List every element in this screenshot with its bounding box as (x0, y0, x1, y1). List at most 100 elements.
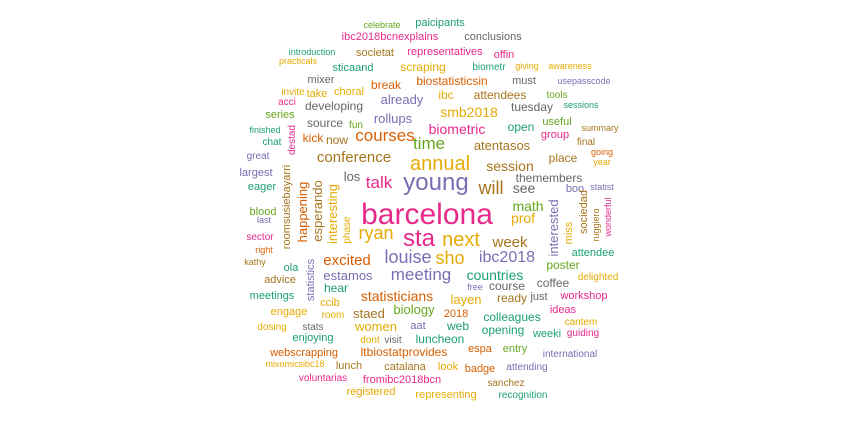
word-phase: phase (342, 216, 353, 244)
word-acci: acci (278, 97, 296, 108)
word-look: look (438, 361, 459, 373)
word-eager: eager (248, 181, 276, 193)
word-introduction: introduction (289, 47, 336, 57)
word-source: source (307, 116, 343, 130)
word-barcelona: barcelona (361, 198, 493, 231)
word-representing: representing (415, 389, 476, 401)
word-2018: 2018 (444, 308, 468, 320)
word-prof: prof (511, 210, 535, 226)
word-espa: espa (468, 343, 493, 355)
word-atentasos: atentasos (474, 138, 531, 153)
word-open: open (508, 120, 535, 134)
word-ruggiero: ruggiero (591, 208, 601, 241)
word-practicals: practicals (279, 56, 318, 66)
word-sociedad: sociedad (578, 190, 590, 234)
word-coffee: coffee (537, 276, 570, 290)
word-already: already (381, 92, 424, 107)
word-fromibc2018bcn: fromibc2018bcn (363, 374, 441, 386)
word-ibc2018: ibc2018 (479, 249, 535, 266)
word-see: see (513, 180, 536, 196)
word-entry: entry (503, 343, 528, 355)
word-themembers: themembers (516, 171, 583, 185)
word-layen: layen (450, 292, 481, 307)
word-place: place (549, 151, 578, 165)
word-interesting: interesting (325, 184, 340, 244)
word-take: take (307, 88, 328, 100)
word-sta: sta (403, 225, 436, 252)
word-developing: developing (305, 99, 363, 113)
word-kathy: kathy (244, 257, 266, 267)
word-invite: invite (281, 87, 305, 98)
word-course: course (489, 279, 525, 293)
word-ideas: ideas (550, 304, 577, 316)
word-webscrapping: webscrapping (269, 347, 338, 359)
word-rollups: rollups (374, 111, 413, 126)
word-wonderful: wonderful (603, 197, 613, 237)
word-kick: kick (303, 131, 325, 145)
word-biometric: biometric (429, 121, 486, 137)
word-tools: tools (546, 90, 567, 101)
word-mixomicsibc18: mixomicsibc18 (265, 359, 324, 369)
word-conference: conference (317, 149, 391, 166)
word-happening: happening (295, 182, 310, 243)
word-ryan: ryan (358, 223, 393, 243)
word-must: must (512, 75, 536, 87)
word-annual: annual (410, 153, 470, 175)
word-opening: opening (482, 323, 525, 337)
word-catalana: catalana (384, 361, 426, 373)
word-estamos: estamos (323, 268, 373, 283)
word-recognition: recognition (499, 390, 548, 401)
word-workshop: workshop (559, 290, 607, 302)
word-societat: societat (356, 47, 394, 59)
word-miss: miss (563, 221, 575, 244)
word-badge: badge (465, 363, 496, 375)
word-representatives: representatives (407, 46, 483, 58)
word-ready: ready (497, 291, 527, 305)
word-poster: poster (546, 258, 579, 272)
word-young: young (403, 169, 468, 196)
word-chat: chat (263, 137, 282, 148)
word-engage: engage (271, 306, 308, 318)
word-biostatisticsin: biostatisticsin (416, 74, 487, 88)
word-giving: giving (515, 61, 539, 71)
word-free: free (467, 282, 483, 292)
word-time: time (413, 134, 445, 153)
word-advice: advice (264, 274, 296, 286)
word-celebrate: celebrate (363, 20, 400, 30)
word-year: year (593, 157, 611, 167)
word-dont: dont (360, 335, 380, 346)
word-destad: destad (287, 125, 298, 155)
word-break: break (371, 78, 402, 92)
word-sho: sho (435, 248, 464, 268)
word-statist: statist (590, 182, 614, 192)
word-next: next (442, 229, 480, 251)
word-meetings: meetings (250, 290, 295, 302)
word-courses: courses (355, 126, 415, 145)
word-enjoying: enjoying (293, 332, 334, 344)
word-esperando: esperando (310, 180, 325, 241)
word-international: international (543, 349, 597, 360)
word-will: will (478, 178, 504, 198)
word-series: series (265, 109, 295, 121)
word-voluntarias: voluntarias (299, 373, 347, 384)
word-statistics: statistics (305, 258, 317, 301)
word-ola: ola (284, 262, 300, 274)
word-visit: visit (384, 335, 401, 346)
word-ibc: ibc (438, 88, 453, 102)
word-sanchez: sanchez (487, 378, 524, 389)
word-attendees: attendees (474, 88, 527, 102)
word-group: group (541, 129, 569, 141)
word-paicipants: paicipants (415, 17, 465, 29)
word-largest: largest (239, 167, 272, 179)
word-smb2018: smb2018 (440, 104, 498, 120)
word-staed: staed (353, 306, 385, 321)
word-los: los (344, 169, 361, 184)
word-roomsusiebayarri: roomsusiebayarri (281, 165, 293, 249)
word-summary: summary (581, 123, 619, 133)
word-great: great (247, 151, 270, 162)
word-women: women (354, 319, 397, 334)
word-now: now (326, 133, 348, 147)
word-interested: interested (546, 199, 561, 256)
